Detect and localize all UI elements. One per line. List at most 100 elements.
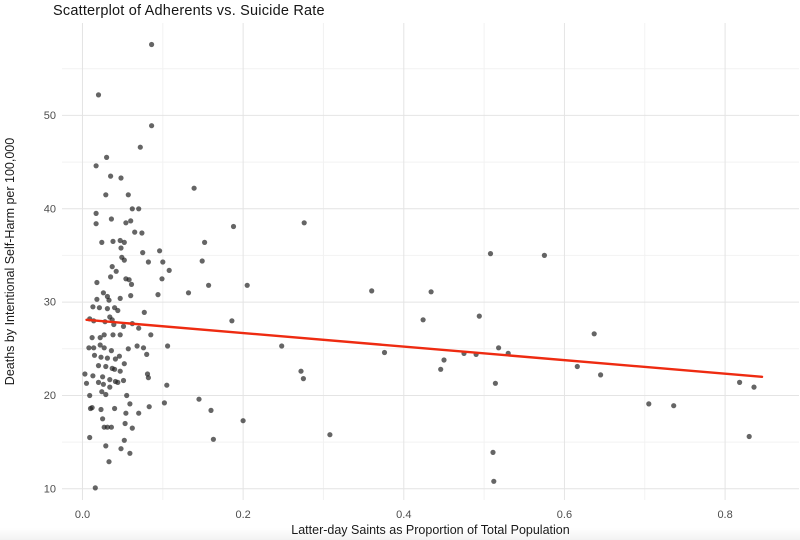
scatter-point <box>428 289 434 295</box>
scatter-point <box>244 282 250 288</box>
scatter-point <box>381 349 388 356</box>
scatter-point <box>369 288 375 294</box>
scatter-point <box>86 345 92 351</box>
scatter-point <box>671 403 677 409</box>
scatter-point <box>300 376 306 382</box>
scatter-point <box>89 405 95 411</box>
scatter-point <box>117 368 123 374</box>
scatter-point <box>87 434 93 441</box>
scatter-point <box>298 368 304 374</box>
scatter-point <box>117 332 123 338</box>
scatter-point <box>140 250 146 256</box>
scatter-point <box>82 371 88 377</box>
scatter-point <box>100 416 106 422</box>
scatter-point <box>149 41 155 48</box>
scatter-point <box>196 396 202 402</box>
scatter-point <box>100 381 106 387</box>
scatter-point <box>96 305 102 311</box>
scatter-point <box>438 366 444 372</box>
scatter-point <box>100 374 106 380</box>
scatter-point <box>106 297 112 303</box>
scatter-point <box>98 406 104 413</box>
scatter-point <box>751 384 757 390</box>
scatter-point <box>136 206 142 212</box>
scatter-point <box>98 354 104 360</box>
scatter-point <box>123 220 129 226</box>
scatter-point <box>210 436 216 442</box>
x-tick-label: 0.6 <box>557 509 572 521</box>
scatter-point <box>301 220 307 226</box>
x-tick-label: 0.0 <box>75 509 90 521</box>
scatter-point <box>144 351 150 357</box>
scatter-point <box>93 210 99 216</box>
scatter-point <box>112 405 118 412</box>
scatter-point <box>129 206 135 212</box>
scatter-point <box>146 404 152 410</box>
scatter-point <box>115 379 121 385</box>
scatter-point <box>541 252 548 258</box>
scatter-point <box>120 377 127 384</box>
scatter-point <box>128 281 135 287</box>
scatter-point <box>164 382 170 388</box>
scatter-point <box>157 248 163 254</box>
x-tick-label: 0.2 <box>235 509 250 521</box>
scatter-point <box>140 345 147 351</box>
scatter-point <box>136 325 142 331</box>
scatter-point <box>112 356 118 362</box>
scatter-point <box>441 357 447 363</box>
scatter-point <box>476 313 482 319</box>
scatter-point <box>122 420 128 427</box>
scatter-point <box>128 218 134 224</box>
scatter-point <box>121 361 127 367</box>
scatter-point <box>91 345 97 351</box>
scatter-point <box>746 433 752 440</box>
scatter-point <box>99 389 105 395</box>
y-tick-label: 10 <box>44 483 56 495</box>
scatter-point <box>229 318 235 324</box>
scatter-point <box>141 309 147 315</box>
scatter-point <box>108 274 114 280</box>
scatter-point <box>90 304 96 310</box>
scatter-point <box>101 332 107 338</box>
scatter-point <box>99 239 105 245</box>
scatter-point <box>137 144 143 150</box>
scatter-point <box>591 331 597 337</box>
scatter-point <box>123 410 129 416</box>
scatter-point <box>155 292 161 298</box>
x-axis-title: Latter-day Saints as Proportion of Total… <box>291 523 569 537</box>
scatter-point <box>574 363 580 370</box>
scatter-point <box>199 258 205 264</box>
scatter-point <box>93 221 99 227</box>
scatter-point <box>492 380 498 386</box>
y-axis-title: Deaths by Intentional Self-Harm per 100,… <box>3 138 17 385</box>
scatter-point <box>115 307 121 314</box>
scatter-point <box>160 259 166 265</box>
scatter-point <box>117 237 123 244</box>
scatter-point <box>104 424 110 430</box>
y-tick-label: 20 <box>44 390 56 402</box>
scatter-point <box>125 346 131 352</box>
scatter-point <box>103 391 109 398</box>
scatter-point <box>490 449 496 455</box>
scatter-point <box>97 342 103 348</box>
scatter-point <box>487 251 494 257</box>
scatter-point <box>491 478 497 484</box>
scatter-point <box>185 290 192 296</box>
y-tick-label: 30 <box>44 297 56 309</box>
scatter-point <box>240 418 246 424</box>
scatter-point <box>94 279 100 286</box>
scatter-point <box>121 437 127 443</box>
scatter-point <box>598 372 604 378</box>
scatter-point <box>93 163 99 169</box>
scatter-point <box>83 380 90 386</box>
scatter-point <box>90 373 96 379</box>
scatter-point <box>103 363 109 370</box>
y-tick-label: 40 <box>44 203 56 215</box>
scatter-point <box>103 443 109 449</box>
scatter-point <box>120 323 127 329</box>
scatter-point <box>91 352 98 358</box>
scatter-point <box>100 290 106 296</box>
scatter-point <box>118 245 124 251</box>
scatter-point <box>95 363 102 369</box>
